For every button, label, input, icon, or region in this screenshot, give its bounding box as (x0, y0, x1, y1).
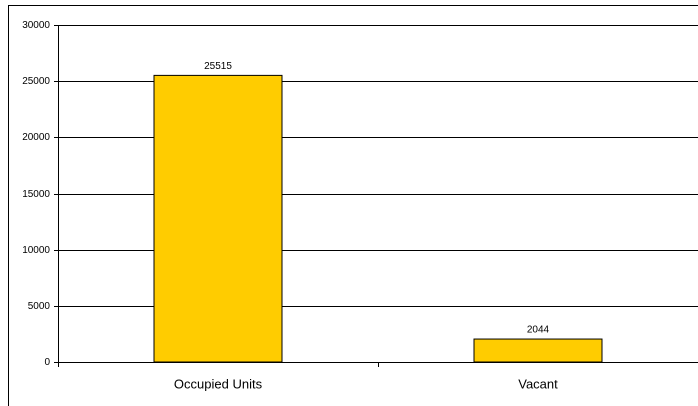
y-tick-label: 0 (44, 357, 50, 368)
y-tick-label: 5000 (28, 301, 51, 312)
x-tick-label: Occupied Units (174, 376, 263, 391)
y-tick-label: 25000 (22, 76, 50, 87)
value-label: 25515 (204, 61, 232, 72)
y-tick-label: 10000 (22, 245, 50, 256)
value-label: 2044 (527, 325, 550, 336)
y-tick-label: 15000 (22, 189, 50, 200)
bar (153, 74, 283, 363)
bar (473, 338, 603, 363)
x-tick-label: Vacant (518, 376, 558, 391)
y-tick-label: 30000 (22, 20, 50, 31)
y-tick-label: 20000 (22, 132, 50, 143)
